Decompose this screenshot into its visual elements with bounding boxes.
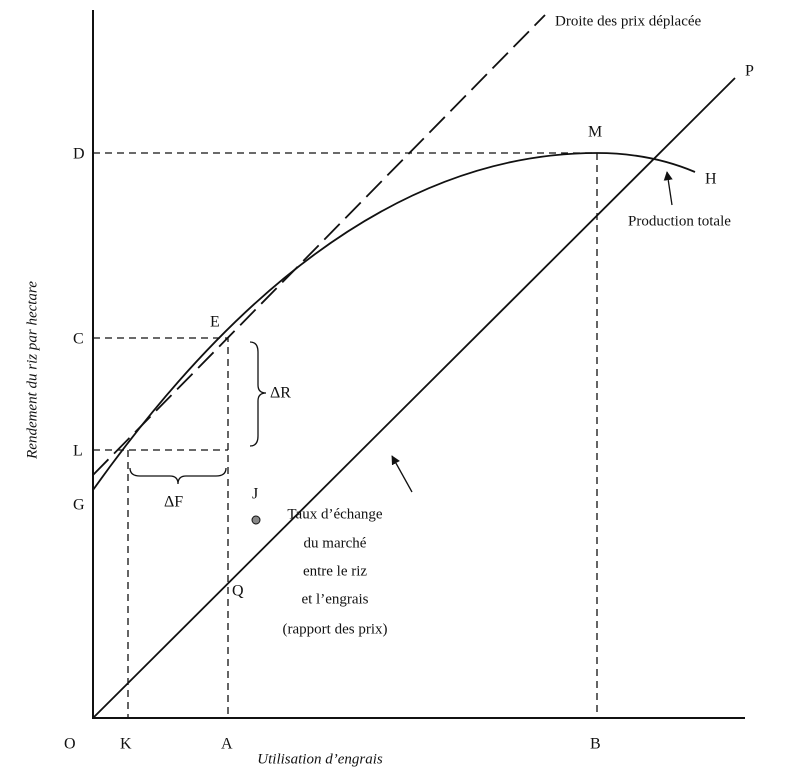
label: et l’engrais (301, 591, 368, 607)
axes (92, 10, 745, 719)
arrow-price (391, 455, 413, 493)
x-axis-title: Utilisation d’engrais (257, 751, 383, 767)
point-label: J (252, 486, 258, 503)
point-label: C (73, 331, 84, 348)
brace-delta-f (129, 467, 227, 485)
point-label: P (745, 63, 754, 80)
label: Taux d’échange (287, 506, 382, 522)
shifted-price-line (92, 14, 546, 476)
point-label: G (73, 497, 85, 514)
point-label: D (73, 146, 85, 163)
point-label: H (705, 171, 717, 188)
point-label: L (73, 443, 83, 460)
label: entre le riz (303, 563, 367, 579)
price-line (92, 77, 736, 719)
label: du marché (304, 535, 367, 551)
guide-c-a (93, 337, 229, 718)
label: Droite des prix déplacée (555, 13, 702, 29)
guide-l-k (93, 449, 228, 718)
point-label: O (64, 736, 76, 753)
point-label: B (590, 736, 601, 753)
label: (rapport des prix) (283, 621, 388, 637)
arrow-curve (663, 171, 673, 206)
y-axis-title: Rendement du riz par hectare (24, 281, 40, 460)
point-j (251, 515, 261, 525)
point-label: Q (232, 583, 244, 600)
point-label: K (120, 736, 132, 753)
point-label: A (221, 736, 233, 753)
point-label: E (210, 314, 220, 331)
total-production-curve (92, 152, 696, 491)
label: Production totale (628, 213, 731, 229)
delta-label: ΔF (164, 494, 183, 511)
delta-label: ΔR (270, 385, 291, 402)
brace-delta-r (249, 341, 267, 447)
point-label: M (588, 124, 602, 141)
